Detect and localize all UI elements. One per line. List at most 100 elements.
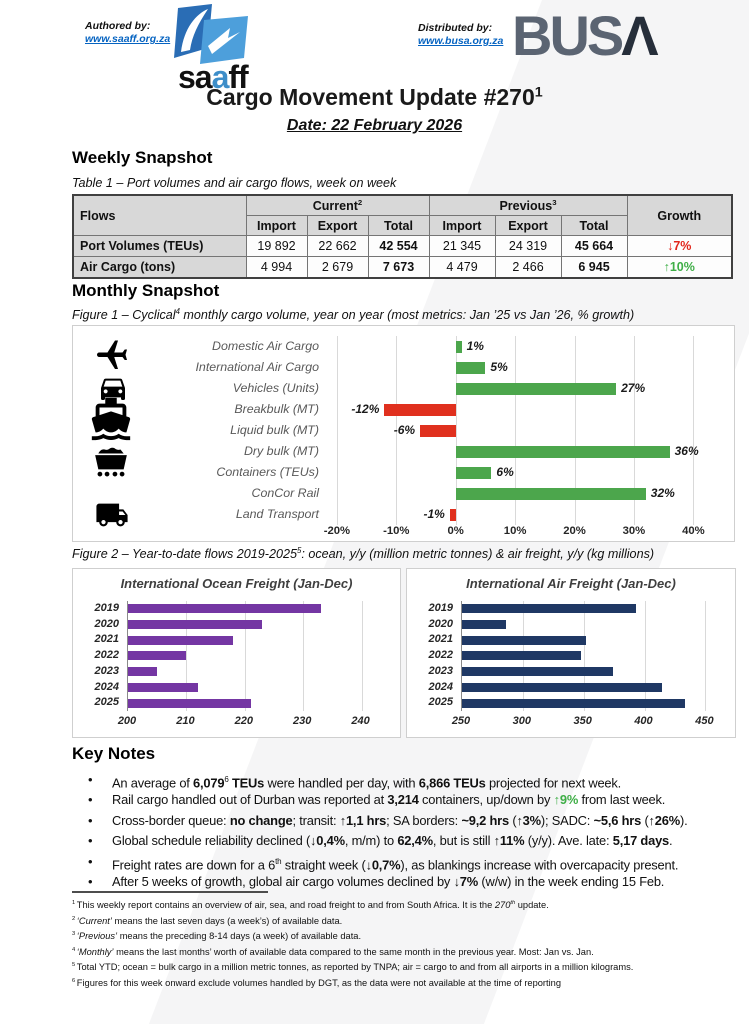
category-label: 2020 <box>94 617 119 630</box>
footnote-item: 3 ‘Previous’ means the preceding 8-14 da… <box>72 931 362 942</box>
bar-value-label: 32% <box>650 486 675 500</box>
table-header-current: Current2 <box>245 194 430 216</box>
cell-total: 6 945 <box>560 256 628 279</box>
key-note-item: • After 5 weeks of growth, global air car… <box>72 872 737 892</box>
category-label: 2024 <box>94 680 119 693</box>
bar <box>455 361 486 374</box>
bar <box>449 508 456 521</box>
cell-total: 7 673 <box>367 256 430 279</box>
ocean-chart-title: International Ocean Freight (Jan-Dec) <box>120 576 353 591</box>
key-note-item: • Global schedule reliability declined (↓… <box>72 831 737 851</box>
bar <box>128 667 158 677</box>
gridline <box>644 601 646 711</box>
distributed-by-block: Distributed by: www.busa.org.za <box>418 22 503 48</box>
table-subheader: Export <box>494 215 562 236</box>
bullet-icon: • <box>88 792 93 808</box>
air-plot-area <box>461 601 720 711</box>
truck-icon <box>89 498 135 537</box>
cell-total: 42 554 <box>367 235 430 257</box>
category-label: Liquid bulk (MT) <box>230 423 319 437</box>
cell: 19 892 <box>245 235 308 257</box>
key-notes-list: • An average of 6,0796 TEUs were handled … <box>72 770 737 892</box>
table-subheader: Import <box>428 215 496 236</box>
air-x-axis: 250 300 350 400 450 <box>452 715 719 729</box>
key-note-text: Freight rates are down for a 6th straigh… <box>112 856 679 872</box>
saaff-logo: saaff <box>148 2 260 99</box>
table-header-growth: Growth <box>626 194 733 236</box>
key-notes-heading: Key Notes <box>72 744 156 763</box>
key-note-text: Rail cargo handled out of Durban was rep… <box>112 792 666 808</box>
growth-cell: ↓7% <box>626 235 733 257</box>
gridline <box>396 336 398 525</box>
gridline <box>693 336 695 525</box>
gridline <box>515 336 517 525</box>
figure1-x-axis: -20% -10% 0% 10% 20% 30% 40% <box>324 525 729 540</box>
date-line: Date: 22 February 2026 <box>286 117 463 134</box>
distributed-by-label: Distributed by: <box>418 22 493 34</box>
footnote-marker: 3 <box>72 931 77 937</box>
footnote-item: 6 Figures for this week onward exclude v… <box>72 977 562 988</box>
cell: 2 679 <box>306 256 369 279</box>
category-label: Domestic Air Cargo <box>212 339 319 353</box>
coal-wagon-icon <box>87 444 135 487</box>
ocean-plot-area <box>127 601 385 711</box>
bar <box>462 667 613 677</box>
saaff-text-3: ff <box>228 59 249 94</box>
bar <box>128 604 321 614</box>
page-title: Cargo Movement Update #2701 <box>206 84 543 110</box>
category-label: 2023 <box>428 664 453 677</box>
cargo-ship-icon <box>87 396 135 447</box>
category-label: Containers (TEUs) <box>216 465 319 479</box>
category-label: 2019 <box>428 602 453 614</box>
bar-value-label: 6% <box>496 465 514 479</box>
busa-logo: BUSΛ <box>512 4 659 67</box>
category-label: 2025 <box>428 696 453 709</box>
footnote-item: 4 ‘Monthly’ means the last months’ worth… <box>72 946 594 957</box>
bar <box>455 382 617 395</box>
gridline <box>705 601 707 711</box>
cell: 4 479 <box>428 256 496 279</box>
bullet-icon: • <box>88 833 93 849</box>
footnote-marker: 4 <box>72 946 77 953</box>
category-label: ConCor Rail <box>251 486 319 500</box>
gridline <box>455 336 457 525</box>
gridline <box>583 601 585 711</box>
monthly-snapshot-heading: Monthly Snapshot <box>72 281 220 300</box>
bar-value-label: -6% <box>393 423 416 437</box>
saaff-link[interactable]: www.saaff.org.za <box>85 33 171 45</box>
bar <box>384 403 456 416</box>
footnote-marker: 2 <box>72 915 77 922</box>
busa-logo-lambda: Λ <box>621 4 658 67</box>
category-label: Vehicles (Units) <box>232 381 319 395</box>
category-label: International Air Cargo <box>195 360 319 374</box>
footnote-divider <box>72 891 268 893</box>
bullet-icon: • <box>88 853 93 869</box>
axis-tick-label: 200 <box>117 715 137 727</box>
bar <box>455 466 492 479</box>
ocean-x-axis: 200 210 220 230 240 <box>118 715 384 729</box>
svg-text:saaff: saaff <box>178 59 249 94</box>
figure1-monthly-cargo-chart: Domestic Air Cargo International Air Carg… <box>72 325 735 542</box>
bar <box>462 635 587 645</box>
axis-tick-label: 230 <box>293 715 312 727</box>
cell: 4 994 <box>245 256 308 279</box>
gridline <box>186 601 188 711</box>
airplane-icon <box>85 336 139 377</box>
key-note-item: • Rail cargo handled out of Durban was re… <box>72 790 737 810</box>
saaff-text-2: a <box>212 59 230 94</box>
bar <box>128 698 251 708</box>
bullet-icon: • <box>88 772 93 787</box>
row-label: Air Cargo (tons) <box>72 256 247 279</box>
axis-tick-label: 240 <box>351 715 370 727</box>
table-header-flows: Flows <box>72 194 247 236</box>
growth-cell: ↑10% <box>626 256 733 279</box>
bar <box>455 340 462 353</box>
bar <box>128 651 187 661</box>
row-label: Port Volumes (TEUs) <box>72 235 247 257</box>
bar-value-label: 5% <box>490 360 508 374</box>
busa-link[interactable]: www.busa.org.za <box>418 35 504 47</box>
figure1-plot-area: 1% 5% 27% -12% -6% 36% 6% 32% -1% <box>325 336 729 525</box>
bar-value-label: -1% <box>423 507 445 521</box>
cell: 2 466 <box>494 256 562 279</box>
